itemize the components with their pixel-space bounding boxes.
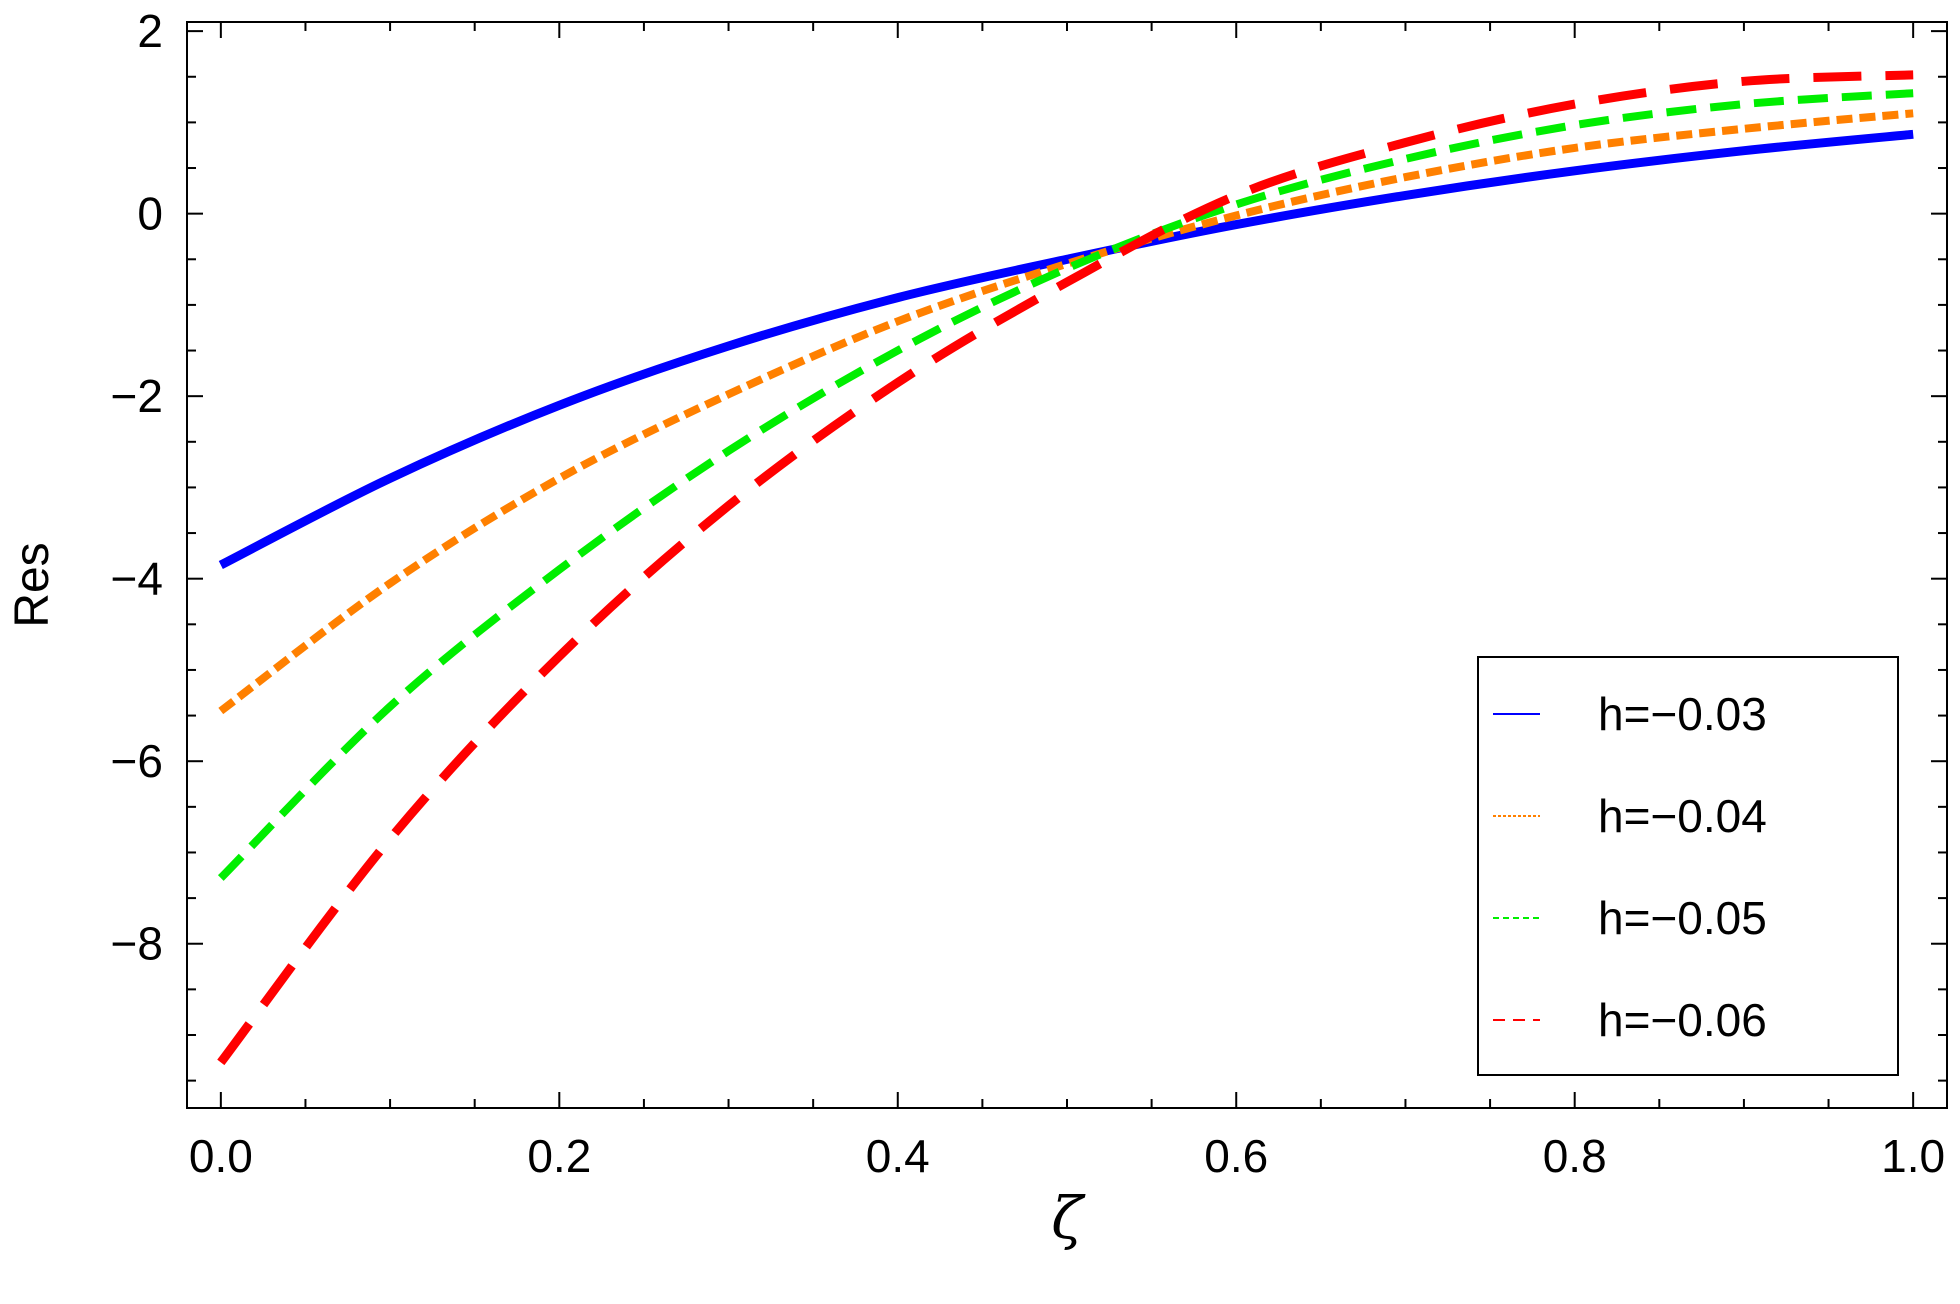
y-tick-label: −8 [111,918,163,970]
series-line-2 [218,109,1914,715]
y-tick-label: −2 [111,370,163,422]
series-line-1 [218,129,1914,570]
y-tick-label: 0 [137,188,163,240]
legend-label-4: h=−0.06 [1598,994,1767,1046]
series-layer [217,70,1914,1066]
legend-label-3: h=−0.05 [1598,892,1767,944]
y-tick-label: −4 [111,553,163,605]
x-axis-label: ζ [1051,1184,1086,1252]
x-tick-label: 1.0 [1881,1130,1945,1182]
x-tick-label: 0.0 [189,1130,253,1182]
y-axis-label: Res [6,542,59,627]
y-tick-label: −6 [111,735,163,787]
legend-label-1: h=−0.03 [1598,688,1767,740]
legend-label-2: h=−0.04 [1598,790,1767,842]
x-tick-label: 0.8 [1543,1130,1607,1182]
legend: h=−0.03 h=−0.04 h=−0.05 h=−0.06 [1477,656,1899,1076]
y-tick-label: 2 [137,5,163,57]
x-tick-label: 0.2 [527,1130,591,1182]
x-tick-label: 0.6 [1204,1130,1268,1182]
series-line-3 [217,89,1914,881]
legend-box [1477,656,1899,1076]
x-tick-label: 0.4 [866,1130,930,1182]
tick-labels: 0.0 0.2 0.4 0.6 0.8 1.0 2 0 −2 −4 −6 −8 [111,5,1946,1182]
axis-ticks [187,22,1947,1108]
series-line-4 [217,70,1914,1066]
